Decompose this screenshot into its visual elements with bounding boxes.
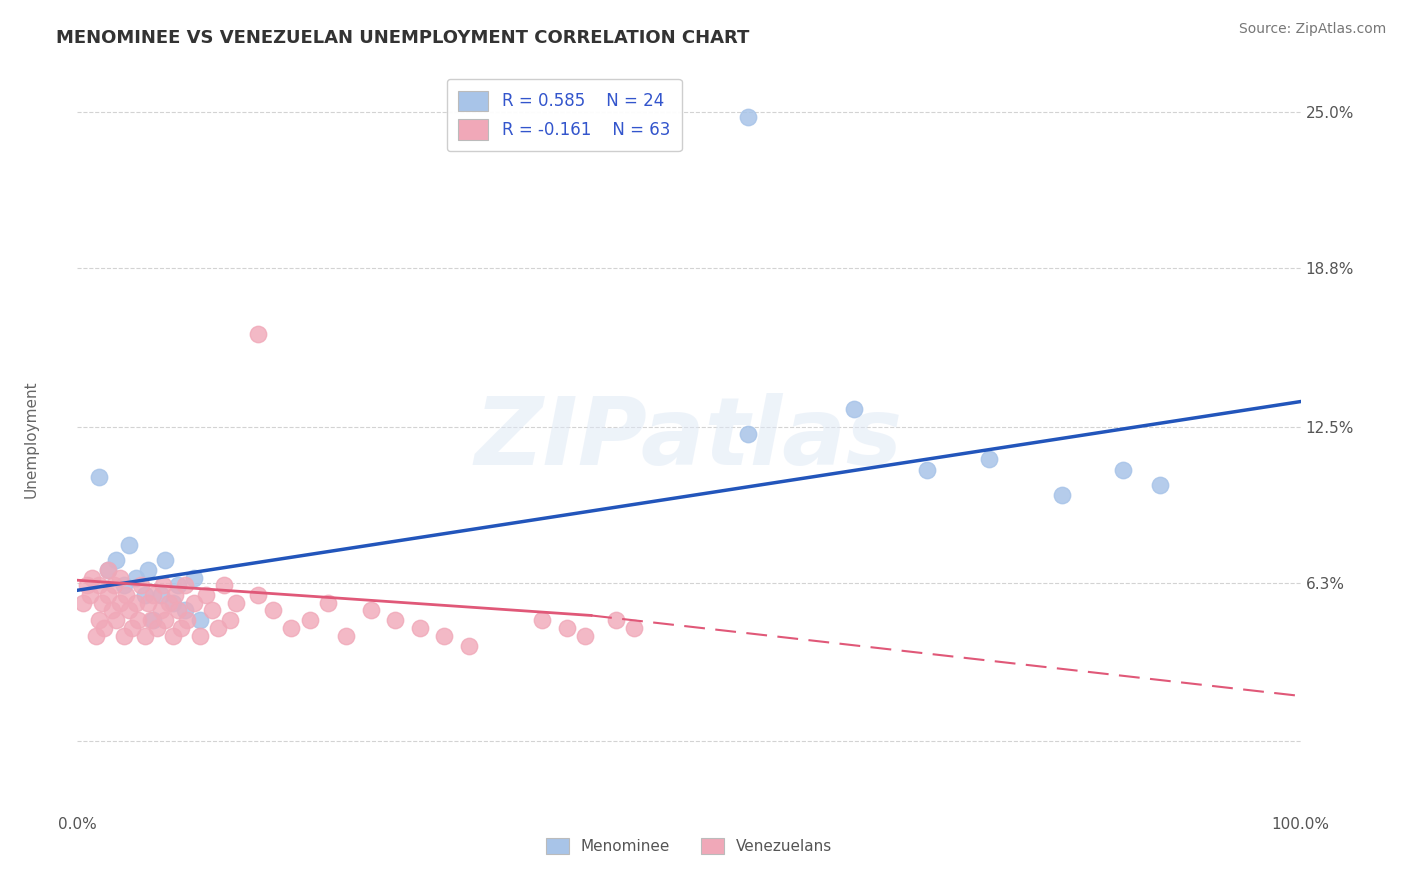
Point — [72, 596, 94, 610]
Point — [97, 563, 120, 577]
Point — [207, 621, 229, 635]
Point — [409, 621, 432, 635]
Point — [212, 578, 235, 592]
Point — [165, 588, 187, 602]
Point — [84, 629, 107, 643]
Point — [105, 614, 128, 628]
Point — [162, 596, 184, 610]
Point — [225, 596, 247, 610]
Point — [80, 571, 103, 585]
Point — [166, 578, 188, 592]
Point — [136, 563, 159, 577]
Point — [146, 621, 169, 635]
Point — [90, 596, 112, 610]
Point — [112, 629, 135, 643]
Point — [97, 563, 120, 577]
Point — [247, 326, 270, 341]
Point — [174, 578, 197, 592]
Point — [384, 614, 406, 628]
Point — [316, 596, 339, 610]
Point — [105, 553, 128, 567]
Point — [152, 578, 174, 592]
Point — [125, 596, 148, 610]
Point — [737, 427, 759, 442]
Point — [100, 603, 122, 617]
Point — [1112, 462, 1135, 476]
Point — [139, 614, 162, 628]
Point — [108, 596, 131, 610]
Point — [247, 588, 270, 602]
Point — [125, 571, 148, 585]
Point — [298, 614, 321, 628]
Point — [166, 603, 188, 617]
Point — [79, 588, 101, 602]
Text: Unemployment: Unemployment — [24, 381, 38, 498]
Point — [89, 614, 111, 628]
Point — [76, 578, 98, 592]
Point — [134, 588, 156, 602]
Point — [93, 621, 115, 635]
Point — [136, 596, 159, 610]
Point — [118, 538, 141, 552]
Point — [194, 588, 217, 602]
Point — [623, 621, 645, 635]
Point — [555, 621, 578, 635]
Point — [183, 596, 205, 610]
Point — [531, 614, 554, 628]
Point — [360, 603, 382, 617]
Point — [118, 603, 141, 617]
Point — [142, 588, 165, 602]
Point — [262, 603, 284, 617]
Point — [280, 621, 302, 635]
Point — [335, 629, 357, 643]
Text: MENOMINEE VS VENEZUELAN UNEMPLOYMENT CORRELATION CHART: MENOMINEE VS VENEZUELAN UNEMPLOYMENT COR… — [56, 29, 749, 46]
Point — [842, 402, 865, 417]
Point — [121, 621, 143, 635]
Point — [737, 110, 759, 124]
Point — [433, 629, 456, 643]
Point — [162, 629, 184, 643]
Point — [170, 621, 193, 635]
Point — [129, 578, 152, 592]
Legend: Menominee, Venezuelans: Menominee, Venezuelans — [540, 831, 838, 860]
Point — [977, 452, 1000, 467]
Point — [188, 629, 211, 643]
Point — [605, 614, 627, 628]
Point — [149, 588, 172, 602]
Point — [457, 639, 479, 653]
Point — [97, 588, 120, 602]
Point — [142, 614, 165, 628]
Point — [574, 629, 596, 643]
Point — [155, 553, 177, 567]
Point — [115, 588, 138, 602]
Point — [219, 614, 242, 628]
Point — [176, 614, 198, 628]
Point — [157, 596, 180, 610]
Text: ZIPatlas: ZIPatlas — [475, 393, 903, 485]
Point — [149, 603, 172, 617]
Point — [103, 578, 125, 592]
Point — [1149, 477, 1171, 491]
Point — [112, 578, 135, 592]
Point — [917, 462, 939, 476]
Point — [134, 629, 156, 643]
Point — [108, 571, 131, 585]
Point — [127, 614, 149, 628]
Point — [155, 614, 177, 628]
Point — [188, 614, 211, 628]
Point — [174, 603, 197, 617]
Point — [89, 578, 111, 592]
Point — [89, 470, 111, 484]
Point — [183, 571, 205, 585]
Point — [201, 603, 224, 617]
Point — [1050, 488, 1073, 502]
Text: Source: ZipAtlas.com: Source: ZipAtlas.com — [1239, 22, 1386, 37]
